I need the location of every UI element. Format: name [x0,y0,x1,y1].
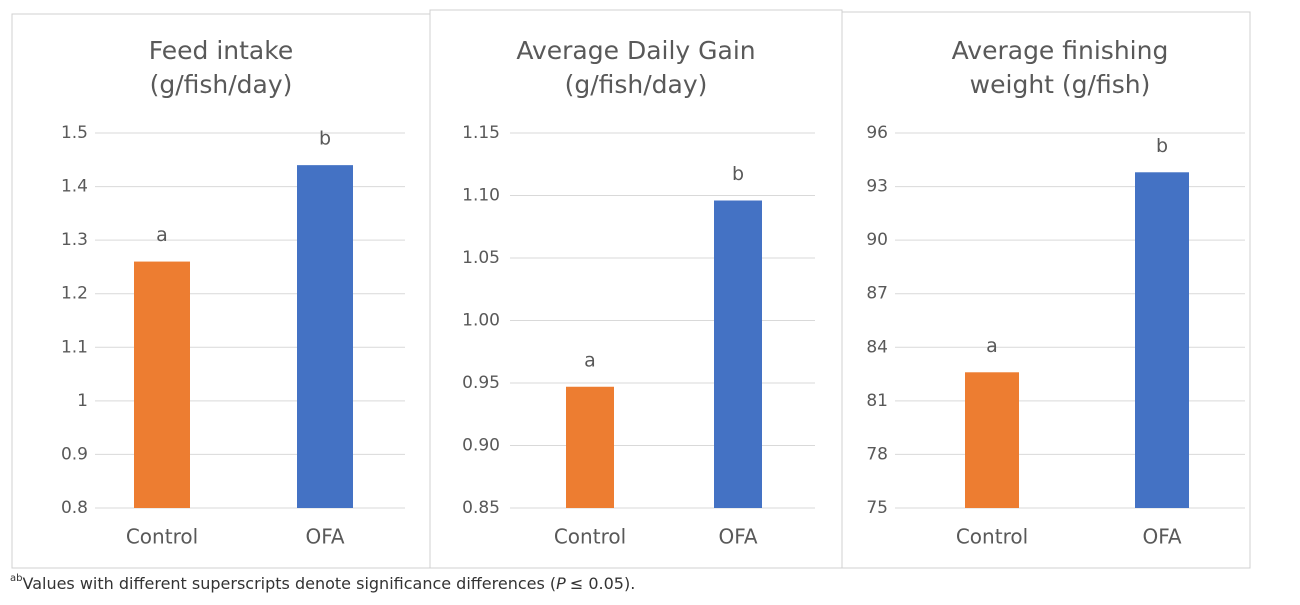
bar [1135,172,1189,509]
y-tick-label: 0.85 [462,498,500,518]
y-tick-label: 90 [866,230,888,250]
x-tick-label: OFA [305,525,344,549]
y-tick-label: 1.15 [462,123,500,143]
annotation: b [1156,135,1168,157]
x-tick-label: OFA [1142,525,1181,549]
y-tick-label: 1.2 [61,284,88,304]
chart-title: weight (g/fish) [970,70,1151,99]
x-tick-label: Control [126,525,198,549]
bar [965,372,1019,508]
chart-title: Average Daily Gain [516,36,755,65]
y-tick-label: 1.05 [462,248,500,268]
y-tick-label: 84 [866,337,888,357]
y-tick-label: 1.1 [61,337,88,357]
x-tick-label: OFA [718,525,757,549]
chart-title: Average finishing [952,36,1169,65]
footnote-rest: ≤ 0.05). [570,574,635,593]
bar [566,386,614,508]
chart-title: Feed intake [149,36,293,65]
panel [841,11,1251,569]
y-tick-label: 93 [866,177,888,197]
y-tick-label: 78 [866,444,888,464]
footnote-italic: P [556,574,566,593]
y-tick-label: 81 [866,391,888,411]
annotation: b [319,128,331,150]
y-tick-label: 1.3 [61,230,88,250]
annotation: a [986,335,998,357]
y-tick-label: 0.90 [462,436,500,456]
annotation: a [584,349,596,371]
y-tick-label: 1.10 [462,186,500,206]
chart-title: (g/fish/day) [565,70,708,99]
y-tick-label: 0.9 [61,444,88,464]
y-tick-label: 1.5 [61,123,88,143]
footnote-text: Values with different superscripts denot… [22,574,556,593]
bar [134,261,190,508]
footnote-superscript: ab [10,573,22,584]
annotation: b [732,163,744,185]
y-tick-label: 1.00 [462,311,500,331]
annotation: a [156,224,168,246]
x-tick-label: Control [554,525,626,549]
y-tick-label: 0.8 [61,498,88,518]
y-tick-label: 0.95 [462,373,500,393]
bar [297,165,353,508]
y-tick-label: 1 [77,391,88,411]
bar [714,200,762,508]
footnote: abValues with different superscripts den… [10,573,635,593]
y-tick-label: 87 [866,284,888,304]
y-tick-label: 75 [866,498,888,518]
chart-title: (g/fish/day) [150,70,293,99]
y-tick-label: 1.4 [61,177,88,197]
y-tick-label: 96 [866,123,888,143]
x-tick-label: Control [956,525,1028,549]
